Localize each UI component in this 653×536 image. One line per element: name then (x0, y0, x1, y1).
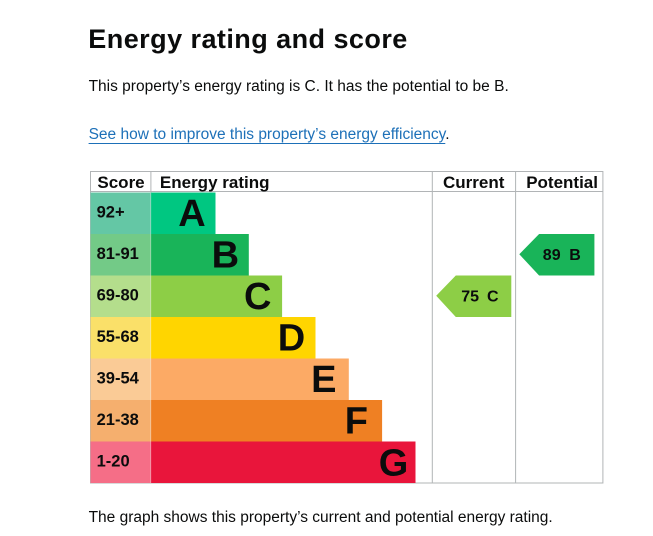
svg-text:F: F (344, 400, 367, 442)
svg-text:E: E (311, 359, 336, 401)
svg-text:C: C (243, 275, 270, 317)
svg-text:Potential: Potential (526, 173, 598, 192)
svg-text:Energy rating: Energy rating (159, 173, 269, 192)
svg-text:69-80: 69-80 (96, 286, 138, 304)
svg-text:B: B (569, 247, 581, 264)
svg-text:C: C (487, 288, 499, 305)
svg-text:B: B (211, 234, 238, 276)
svg-text:Score: Score (97, 173, 144, 192)
svg-text:D: D (277, 317, 304, 359)
svg-text:21-38: 21-38 (96, 411, 138, 429)
svg-text:55-68: 55-68 (96, 328, 138, 346)
svg-text:92+: 92+ (96, 203, 124, 221)
svg-text:1-20: 1-20 (96, 452, 129, 470)
svg-text:Current: Current (443, 173, 505, 192)
svg-text:A: A (178, 192, 205, 234)
svg-text:G: G (378, 442, 408, 483)
svg-text:39-54: 39-54 (96, 369, 139, 387)
svg-text:75: 75 (461, 288, 479, 305)
svg-text:81-91: 81-91 (96, 245, 138, 263)
svg-text:89: 89 (542, 247, 560, 264)
